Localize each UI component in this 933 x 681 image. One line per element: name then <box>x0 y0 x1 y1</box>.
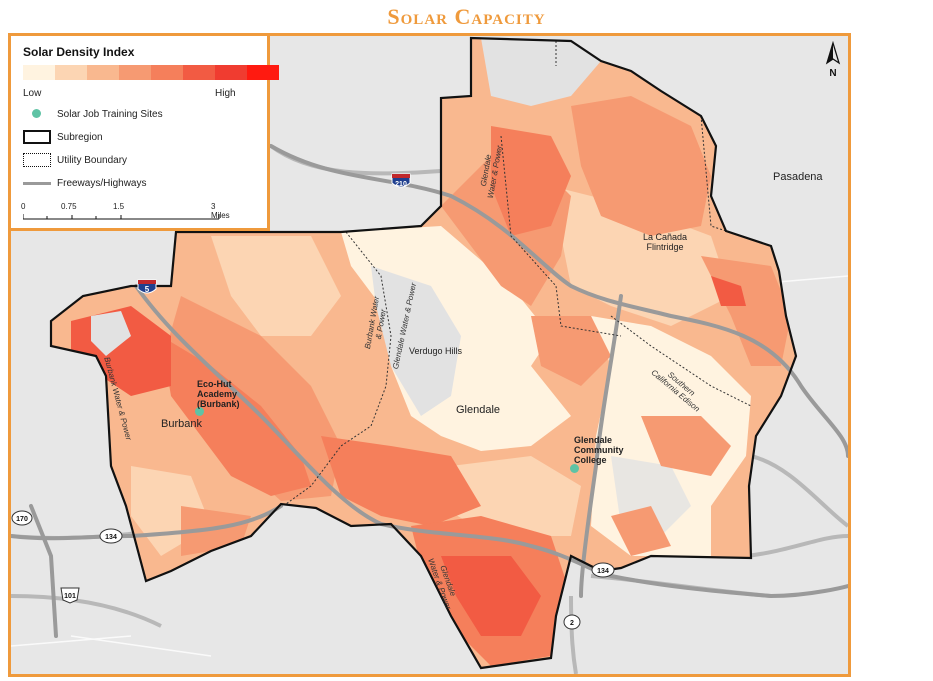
shield-170-number: 170 <box>16 516 28 523</box>
legend-high-label: High <box>215 88 236 99</box>
legend-item-utility-label: Utility Boundary <box>57 154 128 166</box>
freeways <box>11 144 848 638</box>
shield-134-east-icon: 134 <box>591 562 615 578</box>
site-glendale-cc-label: Glendale Community College <box>574 435 624 465</box>
legend-low-label: Low <box>23 88 42 99</box>
legend-item-utility: Utility Boundary <box>23 152 127 168</box>
ramp-swatch-6 <box>183 65 215 80</box>
shield-134-west-icon: 134 <box>99 528 123 544</box>
shield-i210-number: 210 <box>395 181 407 188</box>
scale-bar: 0 0.75 1.5 3 Miles <box>21 202 230 224</box>
scale-tick-3: 3 Miles <box>211 202 230 220</box>
scale-tick-1: 0.75 <box>61 202 77 211</box>
freeway-swatch-icon <box>23 176 51 190</box>
label-verdugo-hills: Verdugo Hills <box>409 346 463 356</box>
label-glendale: Glendale <box>456 404 501 416</box>
label-burbank: Burbank <box>161 418 202 430</box>
shield-i210-icon: 210 <box>391 173 411 188</box>
shield-134-west-number: 134 <box>105 534 117 541</box>
legend-item-subregion: Subregion <box>23 129 103 145</box>
legend-title: Solar Density Index <box>23 45 135 59</box>
map-frame[interactable]: Pasadena La Cañada Flintridge Verdugo Hi… <box>8 33 851 677</box>
north-label: N <box>829 68 836 79</box>
north-arrow-icon: N <box>825 41 841 79</box>
site-eco-hut-dot[interactable] <box>195 407 204 416</box>
label-pasadena: Pasadena <box>773 171 823 183</box>
legend-item-subregion-label: Subregion <box>57 131 103 143</box>
shield-170-icon: 170 <box>11 510 33 526</box>
ramp-swatch-1 <box>23 65 55 80</box>
label-la-canada: La Cañada Flintridge <box>643 232 688 252</box>
teal-dot-icon <box>23 107 51 121</box>
map-legend: Solar Density Index Low High Solar Job T… <box>11 36 279 231</box>
shield-134-east-number: 134 <box>597 568 609 575</box>
shield-i5-icon: 5 <box>137 279 157 294</box>
map-title: Solar Capacity <box>387 4 546 29</box>
legend-color-ramp <box>23 65 279 80</box>
ramp-swatch-4 <box>119 65 151 80</box>
shield-101-icon: 101 <box>60 587 80 604</box>
scale-tick-0: 0 <box>21 202 26 211</box>
utility-swatch-icon <box>23 153 51 167</box>
ramp-swatch-5 <box>151 65 183 80</box>
site-eco-hut-label: Eco-Hut Academy (Burbank) <box>197 379 240 409</box>
site-glendale-cc-dot[interactable] <box>570 464 579 473</box>
subregion-swatch-icon <box>23 130 51 144</box>
ramp-swatch-8 <box>247 65 279 80</box>
shield-2-icon: 2 <box>563 614 581 630</box>
legend-item-freeways-label: Freeways/Highways <box>57 177 147 189</box>
scale-tick-2: 1.5 <box>113 202 125 211</box>
shield-101-number: 101 <box>64 593 76 600</box>
subregion-outline <box>49 36 798 670</box>
legend-item-freeways: Freeways/Highways <box>23 175 146 191</box>
ramp-swatch-3 <box>87 65 119 80</box>
legend-item-sites: Solar Job Training Sites <box>23 106 163 122</box>
shield-i5-number: 5 <box>145 285 150 294</box>
ramp-swatch-2 <box>55 65 87 80</box>
legend-item-sites-label: Solar Job Training Sites <box>57 108 163 120</box>
shield-2-number: 2 <box>570 620 574 627</box>
ramp-swatch-7 <box>215 65 247 80</box>
